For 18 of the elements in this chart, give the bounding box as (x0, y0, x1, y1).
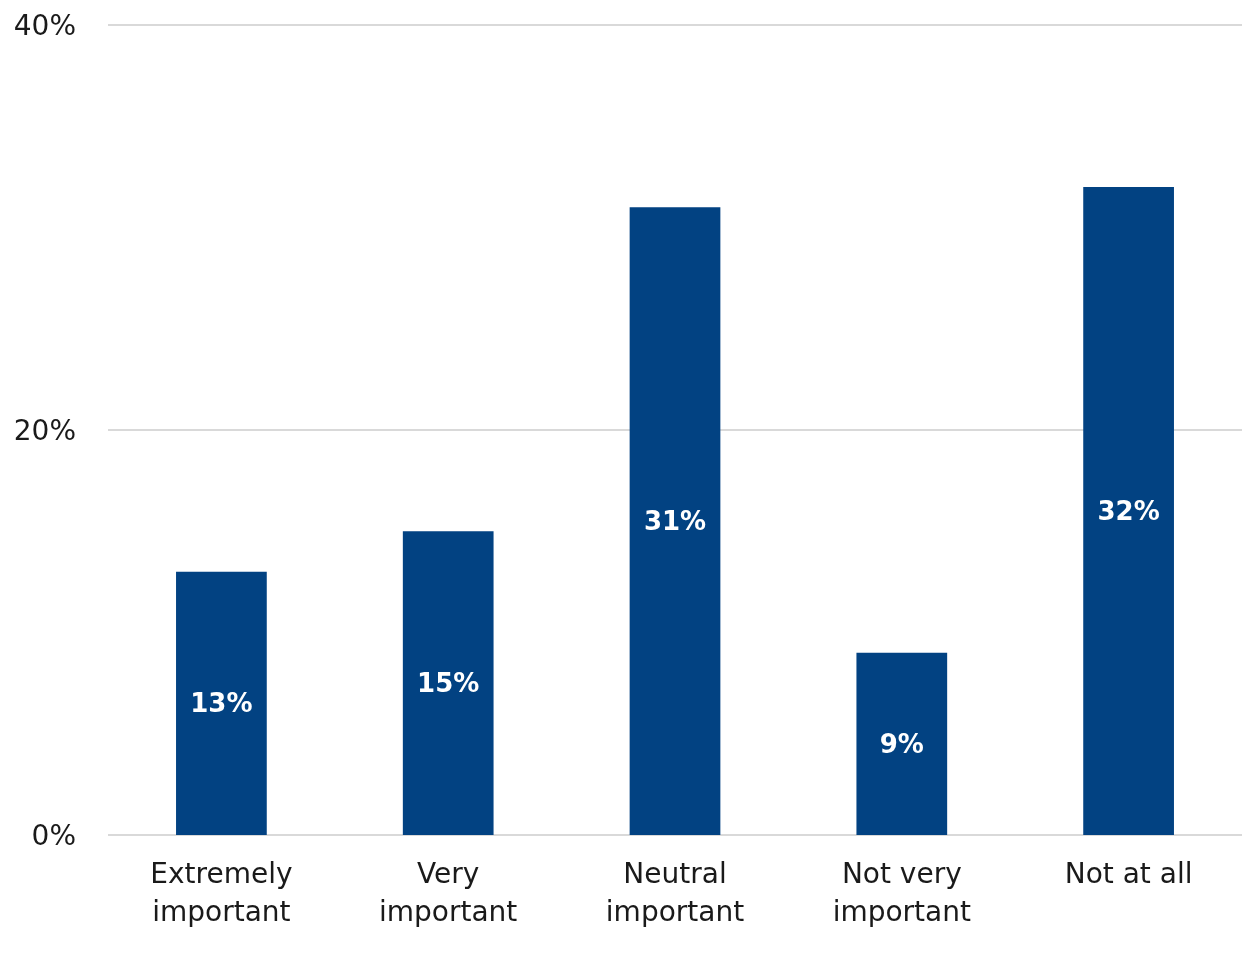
bar (1083, 187, 1174, 835)
bar (856, 652, 948, 835)
x-tick-label: Very important (379, 857, 518, 928)
data-label: 13% (190, 688, 253, 719)
data-label: 31% (643, 506, 707, 537)
x-tick-label: Extremely important (150, 857, 293, 928)
y-tick-label: 40% (13, 8, 76, 42)
y-tick-label: 0% (31, 818, 76, 852)
y-tick-label: 20% (13, 413, 76, 447)
x-tick-label: Not at all (1064, 857, 1193, 890)
x-tick-label: Neutral important (605, 857, 745, 928)
data-label: 15% (417, 668, 480, 699)
bar (402, 531, 494, 835)
data-label: 32% (1097, 496, 1160, 526)
x-tick-label: Not very important (832, 857, 971, 928)
bar (629, 207, 721, 835)
data-label: 9% (879, 728, 924, 759)
bar (176, 571, 267, 835)
